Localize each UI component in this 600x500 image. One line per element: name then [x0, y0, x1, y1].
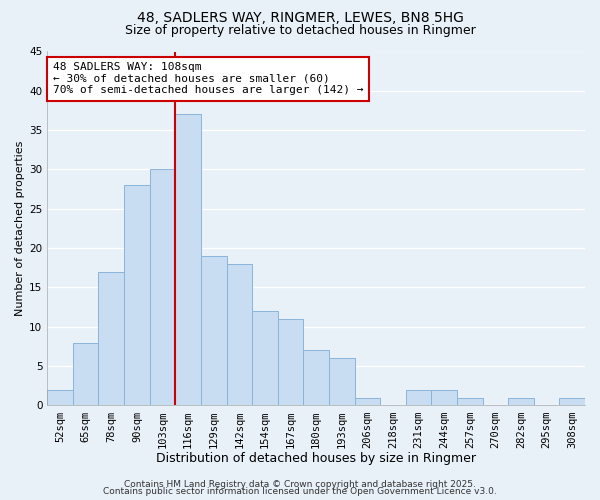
Bar [47, 390, 73, 406]
Bar [252, 311, 278, 406]
Bar [559, 398, 585, 406]
Text: Contains public sector information licensed under the Open Government Licence v3: Contains public sector information licen… [103, 487, 497, 496]
Bar [304, 350, 329, 406]
Bar [227, 264, 252, 406]
Bar [278, 319, 304, 406]
Bar [124, 185, 150, 406]
Bar [175, 114, 201, 406]
Text: 48 SADLERS WAY: 108sqm
← 30% of detached houses are smaller (60)
70% of semi-det: 48 SADLERS WAY: 108sqm ← 30% of detached… [53, 62, 363, 96]
Bar [457, 398, 482, 406]
Bar [329, 358, 355, 406]
Text: 48, SADLERS WAY, RINGMER, LEWES, BN8 5HG: 48, SADLERS WAY, RINGMER, LEWES, BN8 5HG [137, 12, 463, 26]
X-axis label: Distribution of detached houses by size in Ringmer: Distribution of detached houses by size … [156, 452, 476, 465]
Bar [201, 256, 227, 406]
Bar [98, 272, 124, 406]
Bar [150, 170, 175, 406]
Bar [73, 342, 98, 406]
Text: Size of property relative to detached houses in Ringmer: Size of property relative to detached ho… [125, 24, 475, 37]
Bar [355, 398, 380, 406]
Text: Contains HM Land Registry data © Crown copyright and database right 2025.: Contains HM Land Registry data © Crown c… [124, 480, 476, 489]
Bar [508, 398, 534, 406]
Bar [431, 390, 457, 406]
Bar [406, 390, 431, 406]
Y-axis label: Number of detached properties: Number of detached properties [15, 141, 25, 316]
